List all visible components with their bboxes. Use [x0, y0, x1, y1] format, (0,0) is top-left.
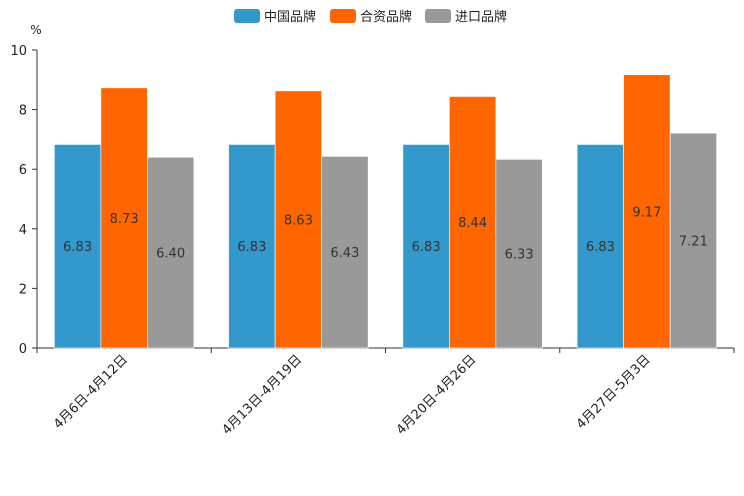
x-category-label: 4月20日-4月26日: [394, 352, 480, 438]
bar: [147, 156, 195, 349]
bar-value-label: 6.33: [505, 248, 534, 263]
bar: [321, 156, 369, 349]
x-category-label: 4月6日-4月12日: [51, 352, 131, 432]
y-tick-label: 4: [19, 223, 27, 238]
bar-value-label: 8.44: [458, 216, 487, 231]
y-tick-label: 0: [19, 342, 27, 357]
bar-value-label: 6.83: [237, 240, 266, 255]
bar-value-label: 6.83: [63, 240, 92, 255]
x-axis: 4月6日-4月12日 4月13日-4月19日 4月20日-4月26日 4月27日-5月…: [36, 347, 735, 438]
bars: [54, 74, 717, 349]
x-category-label: 4月27日-5月3日: [574, 352, 654, 432]
y-axis: 0 2 4 6 8 10: [10, 44, 38, 357]
y-tick-label: 2: [19, 282, 27, 297]
bar-value-label: 6.83: [586, 240, 615, 255]
bar: [669, 132, 717, 349]
bar: [54, 144, 102, 349]
legend-item[interactable]: 中国品牌: [234, 9, 316, 25]
legend: 中国品牌 合资品牌 进口品牌: [234, 9, 507, 25]
bar: [402, 144, 450, 349]
bar: [495, 159, 543, 349]
legend-swatch: [425, 9, 451, 23]
bar: [228, 144, 276, 349]
bar-value-label: 9.17: [632, 205, 661, 220]
data-labels: 6.83 6.83 6.83 6.83 8.73 8.63 8.44 9.17 6.40 6.43…: [63, 205, 708, 262]
y-tick-label: 6: [19, 163, 27, 178]
bar-value-label: 6.83: [412, 240, 441, 255]
bar-value-label: 6.40: [156, 247, 185, 262]
bar: [274, 90, 322, 349]
bar: [449, 96, 497, 349]
legend-item[interactable]: 合资品牌: [330, 9, 412, 25]
legend-label: 中国品牌: [264, 9, 316, 25]
legend-swatch: [330, 9, 356, 23]
bar-value-label: 6.43: [330, 246, 359, 261]
bar: [100, 87, 148, 349]
bar-value-label: 8.73: [110, 212, 139, 227]
x-category-label: 4月13日-4月19日: [219, 352, 305, 438]
legend-label: 进口品牌: [455, 9, 507, 25]
bar-value-label: 7.21: [679, 235, 708, 250]
y-tick-label: 8: [19, 104, 27, 119]
legend-label: 合资品牌: [360, 9, 412, 25]
legend-item[interactable]: 进口品牌: [425, 9, 507, 25]
legend-swatch: [234, 9, 260, 23]
y-unit-label: %: [30, 23, 41, 37]
bar-value-label: 8.63: [284, 213, 313, 228]
bar: [576, 144, 624, 349]
y-tick-label: 10: [10, 44, 27, 59]
